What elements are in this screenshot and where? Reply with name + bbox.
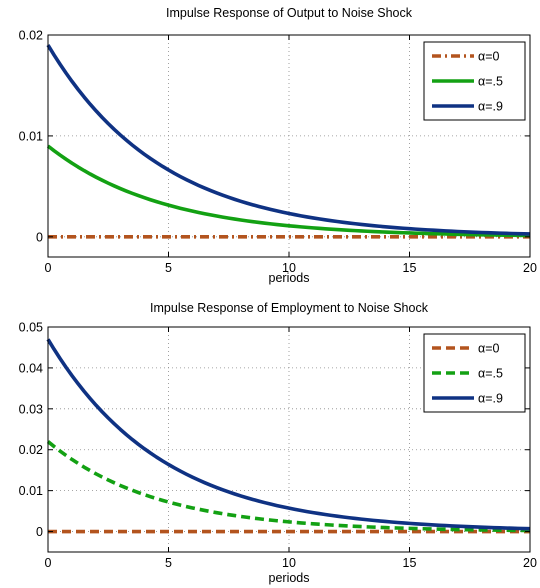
chart-title: Impulse Response of Employment to Noise … <box>150 301 429 315</box>
x-tick-label: 15 <box>403 261 417 275</box>
legend-entry: α=.5 <box>478 367 503 381</box>
x-tick-label: 10 <box>282 556 296 570</box>
y-tick-label: 0.03 <box>19 402 43 416</box>
series-lines <box>46 338 531 534</box>
legend-entry: α=0 <box>478 50 500 64</box>
series-line <box>46 440 531 533</box>
grid <box>48 327 530 552</box>
x-tick-label: 15 <box>403 556 417 570</box>
y-tick-label: 0.02 <box>19 443 43 457</box>
employment-chart: Impulse Response of Employment to Noise … <box>19 301 537 585</box>
series-line <box>46 44 531 236</box>
y-tick-label: 0.04 <box>19 361 43 375</box>
legend-entry: α=.5 <box>478 75 503 89</box>
y-tick-label: 0.05 <box>19 321 43 335</box>
x-tick-label: 10 <box>282 261 296 275</box>
x-tick-label: 0 <box>45 261 52 275</box>
series-lines <box>46 44 531 239</box>
axis-ticks: 0 5 10 15 20 0 0.01 0.02 <box>19 29 537 276</box>
x-tick-label: 5 <box>165 261 172 275</box>
legend: α=0 α=.5 α=.9 <box>423 41 526 121</box>
output-chart: Impulse Response of Output to Noise Shoc… <box>19 6 537 285</box>
legend-entry: α=0 <box>478 342 500 356</box>
legend-entry: α=.9 <box>478 392 503 406</box>
y-tick-label: 0 <box>36 230 43 244</box>
legend-entry: α=.9 <box>478 100 503 114</box>
y-tick-label: 0.01 <box>19 129 43 143</box>
series-line <box>46 144 531 238</box>
x-tick-label: 20 <box>523 556 537 570</box>
series-line <box>46 338 531 531</box>
y-tick-label: 0 <box>36 525 43 539</box>
y-tick-label: 0.02 <box>19 29 43 43</box>
y-tick-label: 0.01 <box>19 484 43 498</box>
x-tick-label: 20 <box>523 261 537 275</box>
axis-ticks: 0 5 10 15 20 0 0.01 0.02 0.03 0.04 0.05 <box>19 321 537 571</box>
x-axis-label: periods <box>269 571 310 585</box>
x-axis-label: periods <box>269 271 310 285</box>
legend: α=0 α=.5 α=.9 <box>423 333 526 413</box>
x-tick-label: 0 <box>45 556 52 570</box>
x-tick-label: 5 <box>165 556 172 570</box>
chart-title: Impulse Response of Output to Noise Shoc… <box>166 6 413 20</box>
